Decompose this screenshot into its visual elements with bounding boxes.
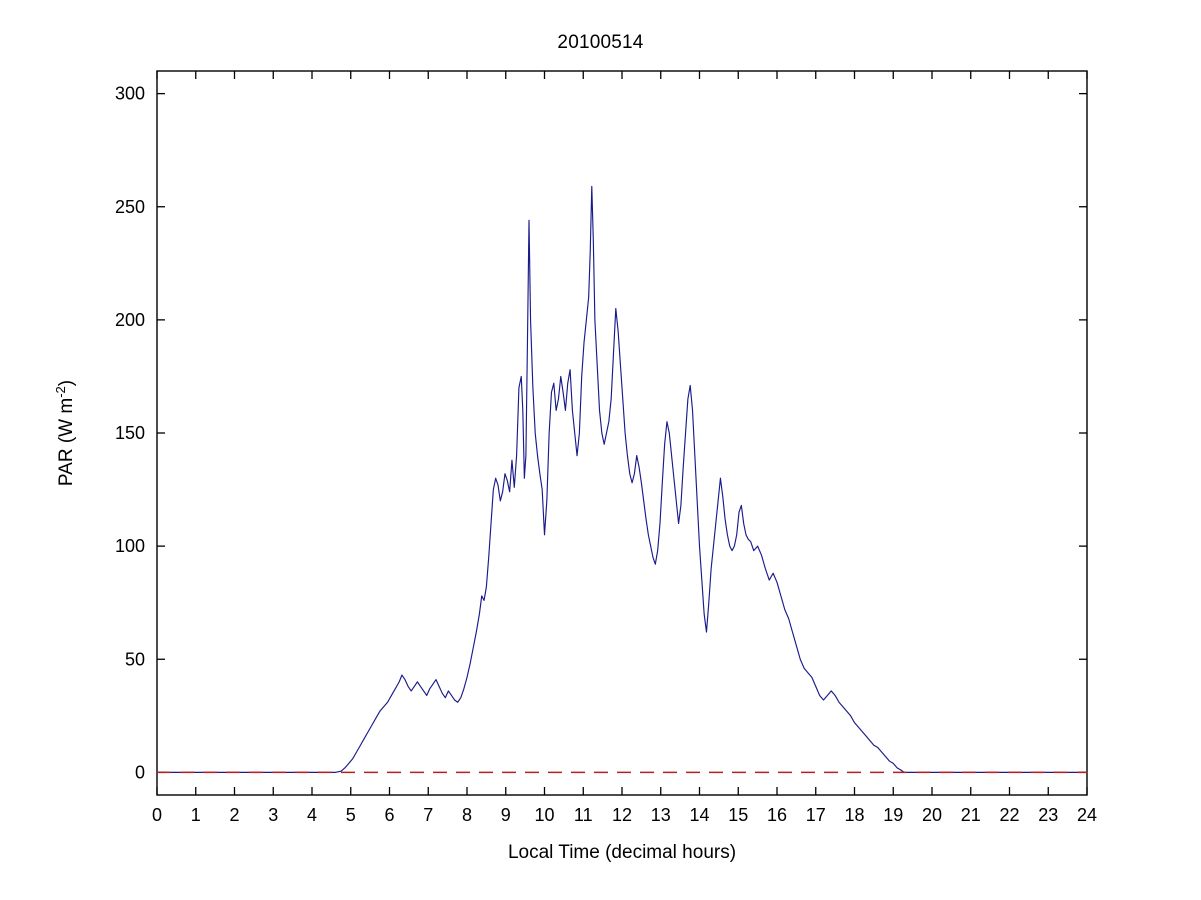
x-tick-label: 4 [307, 805, 317, 825]
x-tick-label: 5 [346, 805, 356, 825]
x-tick-label: 19 [883, 805, 903, 825]
y-tick-label: 100 [115, 536, 145, 556]
x-tick-label: 17 [806, 805, 826, 825]
y-tick-label: 200 [115, 310, 145, 330]
x-tick-label: 23 [1038, 805, 1058, 825]
x-tick-label: 10 [534, 805, 554, 825]
x-tick-label: 14 [689, 805, 709, 825]
chart-title: 20100514 [557, 32, 644, 53]
x-tick-label: 2 [229, 805, 239, 825]
y-tick-label: 300 [115, 84, 145, 104]
x-tick-label: 13 [651, 805, 671, 825]
x-tick-label: 1 [191, 805, 201, 825]
tick-labels: 0 1 2 3 4 5 6 7 8 9 10 11 12 13 14 15 16 17 18 19 20 21 22 23 24… [115, 84, 1097, 825]
x-tick-label: 7 [423, 805, 433, 825]
axis-frame [156, 70, 1088, 796]
x-tick-label: 11 [574, 805, 593, 825]
x-tick-label: 18 [844, 805, 864, 825]
y-tick-label: 50 [125, 649, 145, 669]
axis-titles: Local Time (decimal hours) PAR (W m-2) [53, 380, 736, 863]
x-tick-label: 3 [268, 805, 278, 825]
x-axis-label: Local Time (decimal hours) [508, 842, 736, 863]
tick-marks [156, 71, 1088, 795]
x-tick-label: 9 [501, 805, 511, 825]
x-tick-label: 6 [384, 805, 394, 825]
x-tick-label: 20 [922, 805, 942, 825]
x-tick-label: 24 [1077, 805, 1097, 825]
x-tick-label: 15 [728, 805, 748, 825]
par-data-line [156, 185, 1088, 773]
data-series-group [156, 185, 1088, 774]
y-tick-label: 250 [115, 197, 145, 217]
x-tick-label: 12 [612, 805, 632, 825]
y-tick-label: 150 [115, 423, 145, 443]
x-tick-label: 21 [961, 805, 981, 825]
x-tick-label: 22 [999, 805, 1019, 825]
y-tick-label: 0 [135, 762, 145, 782]
x-tick-label: 16 [767, 805, 787, 825]
plot-border [156, 70, 1088, 796]
x-tick-label: 8 [462, 805, 472, 825]
x-tick-label: 0 [152, 805, 162, 825]
y-axis-label: PAR (W m-2) [53, 380, 77, 486]
